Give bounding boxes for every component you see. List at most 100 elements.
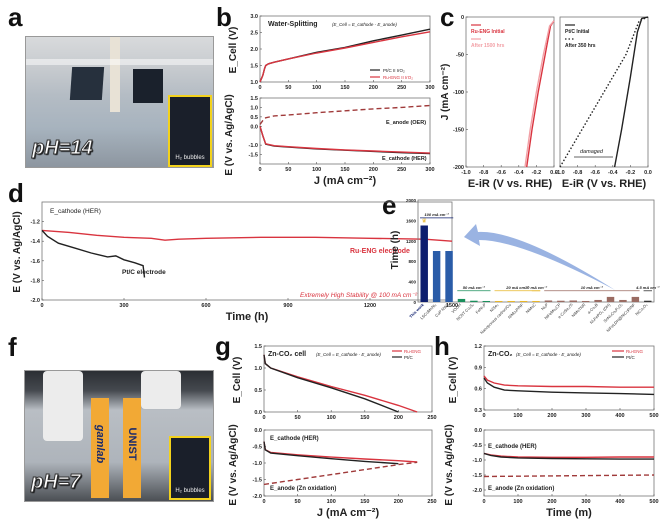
e-group-label: 100 mA cm⁻² <box>424 212 449 217</box>
b-bottom-ytick-label: 0.5 <box>250 115 258 121</box>
h-bottom-ytick-label: -2.0 <box>473 488 482 494</box>
electrode-right <box>133 69 163 103</box>
b-top-ytick-label: 1.0 <box>250 80 258 86</box>
g-bottom-xlabel: J (mA cm⁻²) <box>317 507 380 519</box>
g-bottom-xtick-label: 0 <box>262 499 265 505</box>
b-top-xtick-label: 200 <box>369 85 378 91</box>
h-bottom-xtick-label: 400 <box>615 499 624 505</box>
d-xtick-label: 0 <box>40 303 43 309</box>
e-category-label: NiSe₂ <box>489 302 500 313</box>
c-left-ytick-label: 0 <box>461 15 464 21</box>
e-group-label: 4.5 mA cm⁻² <box>635 285 660 290</box>
d-anno-ecathode: E_cathode (HER) <box>50 208 101 215</box>
d-series-ru-eng-electrode <box>41 229 453 242</box>
c-left-series-after-1500-hrs <box>524 20 555 168</box>
d-anno-ptc: Pt/C electrode <box>122 269 166 276</box>
e-bar <box>557 300 565 302</box>
e-bar <box>420 225 428 302</box>
b-bottom-xtick-label: 0 <box>258 167 261 173</box>
e-bar <box>519 300 528 302</box>
e-bar <box>594 299 602 302</box>
b-top-xtick-label: 300 <box>425 85 434 91</box>
h-title: Zn-CO₂ <box>488 351 513 358</box>
h-top-xtick-label: 100 <box>513 413 522 419</box>
photo-f-zn-co2-cell-ph7: gamlab UNIST pH=7 H₂ bubbles <box>24 370 214 502</box>
b-top-ytick-label: 2.5 <box>250 31 258 37</box>
e-crown-icon: ♛ <box>422 217 427 224</box>
g-top-ytick-label: 1.0 <box>254 366 262 372</box>
g-top-ytick-label: 0.5 <box>254 388 262 394</box>
b-bottom-ytick-label: 1.0 <box>250 105 258 111</box>
inset-label: H₂ bubbles <box>175 488 205 494</box>
c-right-xtick-label: -0.4 <box>608 170 618 176</box>
e-bar <box>507 300 515 302</box>
b-top-ylabel: E_Cell (V) <box>228 27 239 74</box>
b-top-ytick-label: 3.0 <box>250 14 258 20</box>
g-bottom-xtick-label: 50 <box>295 499 301 505</box>
e-bar <box>644 300 652 302</box>
b-title: Water-Splitting <box>268 21 318 28</box>
e-ytick-label: 0 <box>413 300 416 305</box>
clamp-left: gamlab <box>91 398 109 498</box>
e-ytick-label: 800 <box>408 259 416 264</box>
c-left-series-ru-eng-initial <box>526 20 555 168</box>
g-bottom-ytick-label: -2.0 <box>253 494 262 500</box>
d-ylabel: E (V vs. Ag/AgCl) <box>12 211 23 292</box>
g-top-xtick-label: 150 <box>360 415 369 421</box>
legend-label: Ru-ENG Initial <box>471 29 505 35</box>
g-bottom-xtick-label: 100 <box>327 499 336 505</box>
h-top-xtick-label: 500 <box>649 413 658 419</box>
e-ytick-label: 1200 <box>406 239 417 244</box>
b-anno-cathode: E_cathode (HER) <box>382 156 427 162</box>
h-bottom-ytick-label: 0.0 <box>474 428 482 434</box>
g-top-xtick-label: 0 <box>262 415 265 421</box>
d-ytick-label: -1.6 <box>31 259 40 265</box>
e-category-label: CoP NWs <box>434 302 450 318</box>
h-top-ytick-label: 1.2 <box>474 344 482 350</box>
b-bottom-xtick-label: 250 <box>397 167 406 173</box>
g-bottom-xtick-label: 150 <box>360 499 369 505</box>
panel-letter-g: g <box>215 331 231 361</box>
e-bar <box>457 298 466 302</box>
c-left-ytick-label: -100 <box>453 90 464 96</box>
e-group-label: 50 mA cm⁻² <box>463 285 486 290</box>
h-bottom-ytick-label: -1.5 <box>473 473 482 479</box>
d-ytick-label: -1.8 <box>31 278 40 284</box>
e-bar <box>532 300 540 302</box>
legend-label: Ru-ENG II IrO₂ <box>383 75 413 80</box>
d-xtick-label: 900 <box>283 303 292 309</box>
e-bar <box>470 300 478 302</box>
h-bottom-series-e-anode <box>483 474 655 478</box>
h-bottom-xtick-label: 200 <box>547 499 556 505</box>
b-bottom-xtick-label: 100 <box>312 167 321 173</box>
ph-label: pH=14 <box>32 137 94 160</box>
b-bottom-ytick-label: 0.0 <box>250 124 258 130</box>
g-subtitle: (E_Cell = E_cathode - E_anode) <box>316 352 381 357</box>
e-bar <box>482 300 491 302</box>
b-top-series-ru-eng-ii-iro- <box>259 31 431 83</box>
h-top-ytick-label: 0.3 <box>474 408 482 414</box>
c-left-xtick-label: -0.4 <box>514 170 524 176</box>
glass-rim <box>26 59 213 65</box>
b-subtitle: (E_Cell = E_cathode - E_anode) <box>332 22 397 27</box>
b-bottom-ytick-label: -1.0 <box>249 143 258 149</box>
e-group-label: 10 mA cm⁻² <box>581 285 604 290</box>
d-ytick-label: -2.0 <box>31 298 40 304</box>
g-top-xtick-label: 50 <box>295 415 301 421</box>
h-bottom-series-ru-eng-cathode <box>483 452 654 458</box>
c-left-xlabel: E-iR (V vs. RHE) <box>468 178 553 190</box>
g-top-frame <box>263 345 433 413</box>
g-anno-anode: E_anode (Zn oxidation) <box>270 486 336 492</box>
e-category-label: NiₓP <box>540 302 549 311</box>
e-bar <box>432 251 441 302</box>
g-bottom-ytick-label: -0.5 <box>253 445 262 451</box>
inset-label: H₂ bubbles <box>175 155 205 161</box>
c-left-xtick-label: -0.6 <box>496 170 505 176</box>
c-right-xtick-label: -0.6 <box>590 170 599 176</box>
h-top-xtick-label: 200 <box>547 413 556 419</box>
g-bottom-ytick-label: 0.0 <box>254 428 262 434</box>
c-right-frame <box>559 16 649 168</box>
c-right-series-after-350-hrs <box>559 16 649 168</box>
e-bar <box>544 300 553 302</box>
d-xtick-label: 1200 <box>364 303 376 309</box>
